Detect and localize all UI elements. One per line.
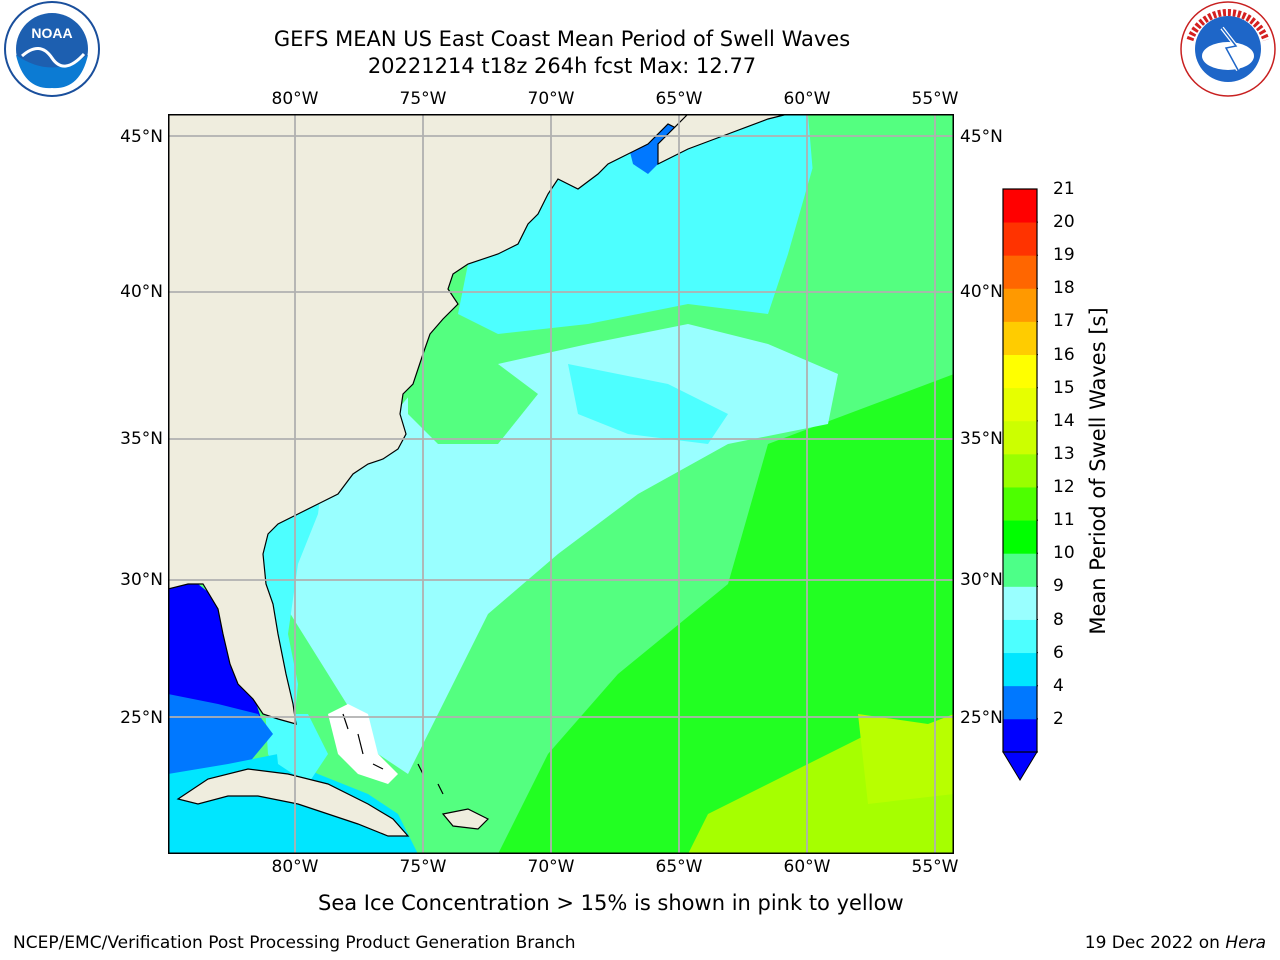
land-hispaniola: [441, 808, 490, 830]
colorbar-tick-label: 2: [1053, 708, 1064, 729]
colorbar-tick-label: 8: [1053, 609, 1064, 630]
colorbar-tick-label: 20: [1053, 212, 1075, 233]
colorbar-tick-label: 10: [1053, 543, 1075, 564]
zone-green-east: [498, 374, 954, 854]
nws-logo: [1180, 1, 1276, 97]
lat-label-right-40n: 40°N: [960, 282, 1003, 302]
land-north-america: [168, 114, 749, 725]
colorbar-segment: [1003, 685, 1037, 720]
colorbar-label: Mean Period of Swell Waves [s]: [1086, 307, 1110, 635]
colorbar-segment: [1003, 619, 1037, 654]
lon-label-top-65w: 65°W: [655, 89, 703, 109]
lon-label-top-80w: 80°W: [271, 89, 319, 109]
lon-label-bottom-60w: 60°W: [783, 857, 831, 877]
colorbar-segment: [1003, 288, 1037, 322]
colorbar-tick-label: 9: [1053, 576, 1064, 597]
map-panel: [168, 114, 954, 854]
lon-label-bottom-55w: 55°W: [911, 857, 959, 877]
zone-green-mid: [408, 354, 538, 444]
noaa-logo: NOAA: [4, 1, 100, 97]
land-cuba: [176, 768, 410, 837]
sea-ice-note: Sea Ice Concentration > 15% is shown in …: [318, 891, 904, 915]
lat-label-right-35n: 35°N: [960, 429, 1003, 449]
colorbar-tick-label: 16: [1053, 344, 1075, 365]
colorbar-tick-label: 19: [1053, 245, 1075, 266]
colorbar-frame: [1002, 188, 1038, 753]
zone-cyan-mid: [568, 364, 728, 444]
lat-label-left-25n: 25°N: [120, 708, 163, 728]
colorbar-segment: [1003, 354, 1037, 389]
lat-label-right-30n: 30°N: [960, 570, 1003, 590]
bahamas-shallows: [328, 704, 398, 784]
zone-yellowgreen-2: [858, 714, 954, 804]
land-nova-scotia: [657, 114, 789, 165]
colorbar-tick-label: 13: [1053, 443, 1075, 464]
colorbar-tick-label: 14: [1053, 410, 1075, 431]
lon-label-top-55w: 55°W: [911, 89, 959, 109]
zone-gulf-blue: [168, 584, 263, 724]
colorbar-tick-label: 21: [1053, 179, 1075, 199]
zone-green-ne: [808, 114, 954, 374]
colorbar-tick-label: 6: [1053, 642, 1064, 663]
colorbar-segment: [1003, 255, 1037, 289]
bahamas-islands: [342, 713, 444, 795]
colorbar-segment: [1003, 420, 1037, 455]
noaa-logo-text: NOAA: [31, 25, 72, 41]
colorbar-tick-label: 12: [1053, 477, 1075, 498]
lon-label-top-60w: 60°W: [783, 89, 831, 109]
footer-date-text: 19 Dec 2022 on: [1084, 933, 1226, 953]
footer-credit: NCEP/EMC/Verification Post Processing Pr…: [13, 933, 576, 953]
colorbar-tick-label: 4: [1053, 675, 1064, 696]
colorbar-segment: [1003, 487, 1037, 521]
colorbar-segment: [1003, 189, 1037, 223]
colorbar-segment: [1003, 321, 1037, 355]
colorbar-tick-label: 18: [1053, 278, 1075, 299]
colorbar: [1002, 188, 1038, 781]
lon-label-bottom-75w: 75°W: [399, 857, 447, 877]
colorbar-tick-label: 15: [1053, 377, 1075, 398]
zone-straits-cyan: [273, 714, 328, 784]
footer-date: 19 Dec 2022 on Hera: [1085, 933, 1266, 953]
colorbar-segment: [1003, 718, 1037, 753]
lat-label-left-35n: 35°N: [120, 429, 163, 449]
lat-label-left-45n: 45°N: [120, 127, 163, 147]
lon-label-bottom-80w: 80°W: [271, 857, 319, 877]
lat-label-right-25n: 25°N: [960, 708, 1003, 728]
lon-label-top-75w: 75°W: [399, 89, 447, 109]
colorbar-tick-label: 11: [1053, 510, 1075, 531]
lon-label-bottom-65w: 65°W: [655, 857, 703, 877]
lat-label-right-45n: 45°N: [960, 127, 1003, 147]
colorbar-segment: [1003, 222, 1037, 256]
chart-title: GEFS MEAN US East Coast Mean Period of S…: [273, 27, 851, 51]
lat-label-left-40n: 40°N: [120, 282, 163, 302]
colorbar-extend-arrow: [1002, 751, 1038, 781]
colorbar-segment: [1003, 520, 1037, 554]
lat-label-left-30n: 30°N: [120, 570, 163, 590]
lon-label-bottom-70w: 70°W: [527, 857, 575, 877]
colorbar-segment: [1003, 586, 1037, 620]
colorbar-segment: [1003, 387, 1037, 422]
chart-subtitle: 20221214 t18z 264h fcst Max: 12.77: [367, 54, 757, 78]
colorbar-segment: [1003, 652, 1037, 687]
lon-label-top-70w: 70°W: [527, 89, 575, 109]
footer-host: Hera: [1225, 933, 1266, 953]
colorbar-segment: [1003, 453, 1037, 488]
gridlines: [168, 114, 954, 854]
colorbar-segment: [1003, 553, 1037, 587]
colorbar-tick-label: 17: [1053, 311, 1075, 332]
map-frame: [168, 114, 954, 854]
